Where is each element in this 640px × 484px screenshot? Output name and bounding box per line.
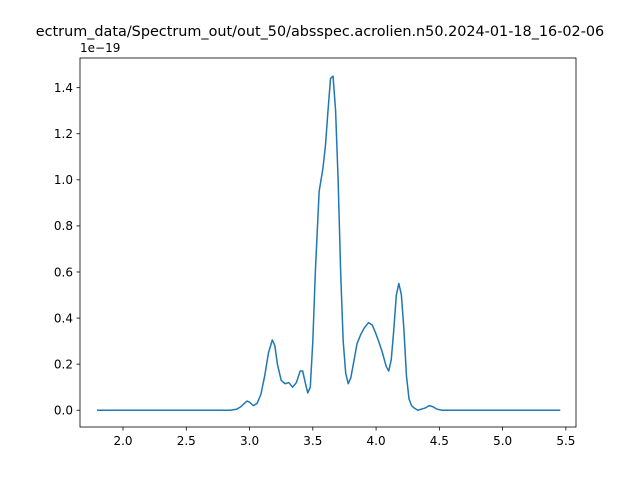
plot-area (96, 75, 561, 411)
y-tick-label: 0.0 (54, 404, 73, 418)
y-tick-label: 1.2 (54, 127, 73, 141)
x-tick-label: 4.0 (367, 434, 386, 448)
y-tick-label: 0.2 (54, 357, 73, 371)
x-tick-label: 5.5 (556, 434, 575, 448)
y-tick-label: 1.4 (54, 81, 73, 95)
axes-frame (79, 57, 577, 428)
y-tick-label: 0.6 (54, 265, 73, 279)
x-tick-label: 2.0 (113, 434, 132, 448)
x-tick-label: 3.5 (303, 434, 322, 448)
y-axis-offset-label: 1e−19 (80, 41, 120, 55)
y-tick-label: 1.0 (54, 173, 73, 187)
x-axis: 2.0 2.5 3.0 3.5 4.0 4.5 5.0 5.5 (113, 427, 575, 448)
spectrum-line (96, 75, 561, 411)
y-tick-label: 0.4 (54, 311, 73, 325)
y-axis: 0.0 0.2 0.4 0.6 0.8 1.0 1.2 1.4 (54, 81, 80, 418)
x-tick-label: 4.5 (430, 434, 449, 448)
y-tick-label: 0.8 (54, 219, 73, 233)
x-tick-label: 5.0 (493, 434, 512, 448)
x-tick-label: 3.0 (240, 434, 259, 448)
x-tick-label: 2.5 (177, 434, 196, 448)
chart-title: ectrum_data/Spectrum_out/out_50/absspec.… (36, 24, 604, 40)
